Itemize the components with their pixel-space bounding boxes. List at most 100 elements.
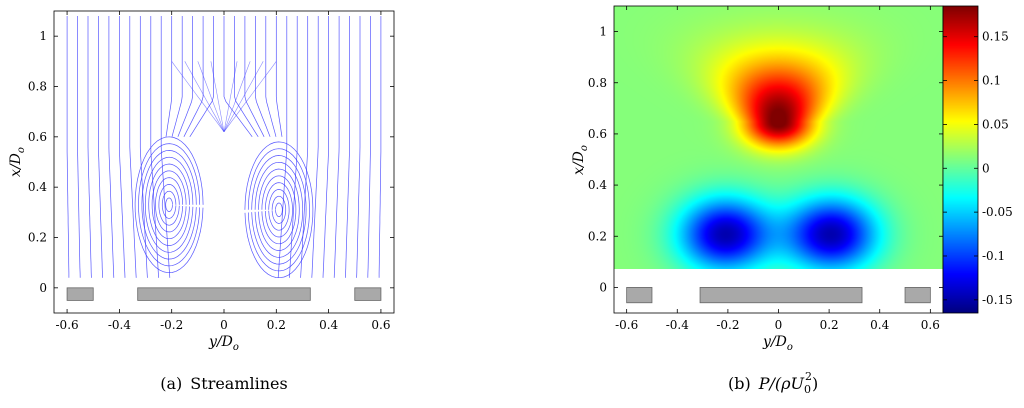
panel-a-wall-blocks <box>66 287 382 301</box>
converging-streamline <box>223 61 264 132</box>
pressure-heatmap <box>614 6 943 269</box>
converging-streamline <box>223 61 251 132</box>
converging-streamline <box>184 61 225 132</box>
vortex-streamline <box>144 156 194 253</box>
y-tick-label: 0.4 <box>28 180 47 194</box>
colorbar-tick-label: 0.1 <box>982 74 1001 88</box>
converging-streamline <box>223 61 277 132</box>
converging-streamline <box>210 61 225 132</box>
panel-a-ylabel-main: x/D <box>8 153 24 177</box>
panel-b-wall-blocks <box>626 287 931 304</box>
panel-a-caption-text: Streamlines <box>190 374 287 393</box>
vortex-streamline <box>251 155 307 265</box>
panel-a-xlabel: y/Do <box>208 334 239 353</box>
vortex-streamline <box>268 189 290 231</box>
panel-a-ylabel: x/Do <box>8 147 27 177</box>
panel-b-xlabel-main: y/D <box>762 334 787 350</box>
vortex-streamline <box>161 190 177 219</box>
colorbar-tick-label: 0.15 <box>982 30 1009 44</box>
y-tick-label: 0.4 <box>588 178 607 192</box>
colorbar-tick-label: 0.05 <box>982 117 1009 131</box>
converging-streamline <box>171 61 225 132</box>
colorbar-tick-label: 0 <box>982 161 990 175</box>
streamline <box>150 16 159 278</box>
vortex-streamline <box>244 141 314 279</box>
streamline <box>277 16 288 278</box>
vortex-streamline <box>134 136 204 274</box>
colorbar-ticks: 0.15 0.1 0.05 0 -0.05 -0.1 -0.15 <box>943 30 1013 307</box>
panel-b-caption: (b) P/(ρU02) <box>728 370 818 396</box>
x-tick-label: 0 <box>220 318 228 332</box>
panel-a-xlabel-main: y/D <box>208 334 233 350</box>
y-tick-label: 1 <box>39 29 47 43</box>
streamline <box>275 16 283 137</box>
wall-block <box>699 287 863 304</box>
panel-b-ylabel-sub: o <box>579 145 590 151</box>
streamline <box>367 16 371 278</box>
panel-a-caption: (a) Streamlines <box>160 374 287 393</box>
panel-a-ylabel-sub: o <box>16 147 27 153</box>
y-tick-label: 1 <box>599 25 607 39</box>
x-tick-label: -0.4 <box>108 318 132 332</box>
streamline <box>119 16 126 278</box>
wall-block <box>626 287 653 304</box>
streamline <box>108 16 115 278</box>
streamline <box>311 16 319 278</box>
panel-a-xlabel-sub: o <box>233 342 239 353</box>
vortex-streamline <box>151 170 187 240</box>
y-tick-label: 0.8 <box>588 76 607 90</box>
vortex-streamline <box>271 195 287 224</box>
panel-a-axis-ticks: -0.6 -0.4 -0.2 0 0.2 0.4 0.6 0 0.2 0.4 0.6 0.8 1 <box>28 11 394 332</box>
colorbar-tick-label: -0.05 <box>982 205 1013 219</box>
x-tick-label: 0.4 <box>319 318 338 332</box>
colorbar-tick-label: -0.15 <box>982 293 1013 307</box>
streamline <box>223 16 253 138</box>
x-tick-label: -0.6 <box>56 318 79 332</box>
streamline <box>289 16 298 278</box>
streamline <box>66 16 70 278</box>
x-tick-label: -0.6 <box>615 318 638 332</box>
y-tick-label: 0 <box>599 280 607 294</box>
x-tick-label: -0.2 <box>716 318 739 332</box>
panel-b-caption-sup: 2 <box>805 370 812 383</box>
x-tick-label: -0.4 <box>666 318 690 332</box>
streamline <box>165 16 173 137</box>
colorbar-frame <box>942 5 979 314</box>
wall-block <box>354 287 382 301</box>
vortex-streamline <box>148 163 190 246</box>
panel-b-xlabel-sub: o <box>787 342 793 353</box>
x-tick-label: 0.2 <box>820 318 839 332</box>
x-tick-label: 0.4 <box>870 318 889 332</box>
vortex-streamline <box>141 150 197 260</box>
x-tick-label: 0.2 <box>267 318 286 332</box>
streamline <box>87 16 92 278</box>
y-tick-label: 0.8 <box>28 80 47 94</box>
x-tick-label: -0.2 <box>160 318 183 332</box>
streamline <box>378 16 382 278</box>
vortex-streamline <box>275 202 283 217</box>
x-tick-label: 0.6 <box>371 318 390 332</box>
streamline <box>129 16 137 278</box>
vortex-streamline <box>261 175 297 245</box>
y-tick-label: 0.2 <box>28 231 47 245</box>
x-tick-label: 0.6 <box>921 318 940 332</box>
panel-b-caption-close: ) <box>812 374 818 393</box>
streamline <box>244 16 265 137</box>
panel-a-caption-label: (a) <box>160 374 182 393</box>
vortex-streamline <box>264 182 293 238</box>
y-tick-label: 0.6 <box>588 127 607 141</box>
panel-b-pressure: -0.6 -0.4 -0.2 0 0.2 0.4 0.6 0 0.2 0.4 0.6 0.8 1 0.1… <box>571 5 1013 396</box>
panel-b-ylabel-main: x/D <box>571 151 587 175</box>
streamline <box>255 16 271 137</box>
x-tick-label: 0 <box>775 318 783 332</box>
wall-block <box>66 287 94 301</box>
panel-b-caption-label: (b) <box>728 374 751 393</box>
vortex-streamline <box>165 197 173 212</box>
streamline <box>177 16 193 137</box>
streamline <box>333 16 340 278</box>
vortex-streamline <box>247 148 310 272</box>
streamline <box>171 16 183 137</box>
streamline <box>345 16 350 278</box>
streamline <box>183 16 204 137</box>
converging-streamline <box>197 61 225 132</box>
